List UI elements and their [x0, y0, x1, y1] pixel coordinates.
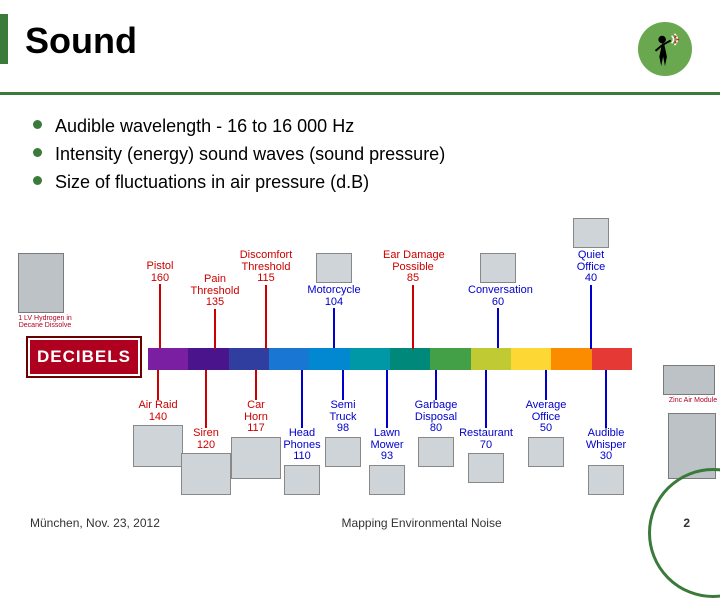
db-item: AudibleWhisper30 — [576, 370, 636, 497]
page-title: Sound — [0, 0, 720, 62]
accent-line — [0, 14, 8, 64]
footer: München, Nov. 23, 2012 Mapping Environme… — [0, 516, 720, 530]
db-item: DiscomfortThreshold115 — [236, 250, 296, 349]
decibel-segment — [592, 348, 632, 370]
db-item: AverageOffice50 — [516, 370, 576, 469]
decibel-segment — [551, 348, 591, 370]
bullet-item: Audible wavelength - 16 to 16 000 Hz — [55, 113, 690, 139]
db-item: Motorcycle104 — [304, 251, 364, 348]
decibel-segment — [471, 348, 511, 370]
db-item: QuietOffice40 — [561, 216, 621, 349]
decibel-segment — [430, 348, 470, 370]
footer-page: 2 — [683, 516, 690, 530]
device-thumb — [663, 365, 715, 395]
db-item: Ear DamagePossible85 — [383, 250, 443, 349]
decibel-segment — [188, 348, 228, 370]
decibel-chart: DECIBELS Pistol160PainThreshold135Discom… — [8, 213, 712, 503]
decibel-segment — [511, 348, 551, 370]
decibel-segment — [148, 348, 188, 370]
decibel-segment — [269, 348, 309, 370]
device-thumb — [18, 253, 64, 313]
db-item: Conversation60 — [468, 251, 528, 348]
decibel-segment — [309, 348, 349, 370]
footer-left: München, Nov. 23, 2012 — [30, 516, 160, 530]
db-item: Restaurant70 — [456, 370, 516, 485]
decibels-badge: DECIBELS — [28, 338, 140, 376]
sound-person-icon — [638, 22, 692, 76]
decibel-bar — [148, 348, 632, 370]
footer-center: Mapping Environmental Noise — [342, 516, 502, 530]
db-item: Pistol160 — [130, 261, 190, 348]
decibel-segment — [229, 348, 269, 370]
device-thumb-label: Zinc Air Module — [657, 397, 720, 404]
bullet-item: Intensity (energy) sound waves (sound pr… — [55, 141, 690, 167]
decibel-segment — [390, 348, 430, 370]
decibel-segment — [350, 348, 390, 370]
device-thumb-label: 1 LV Hydrogen inDecane Dissolve — [12, 315, 78, 329]
bullet-item: Size of fluctuations in air pressure (d.… — [55, 169, 690, 195]
bullet-list: Audible wavelength - 16 to 16 000 Hz Int… — [0, 95, 720, 205]
